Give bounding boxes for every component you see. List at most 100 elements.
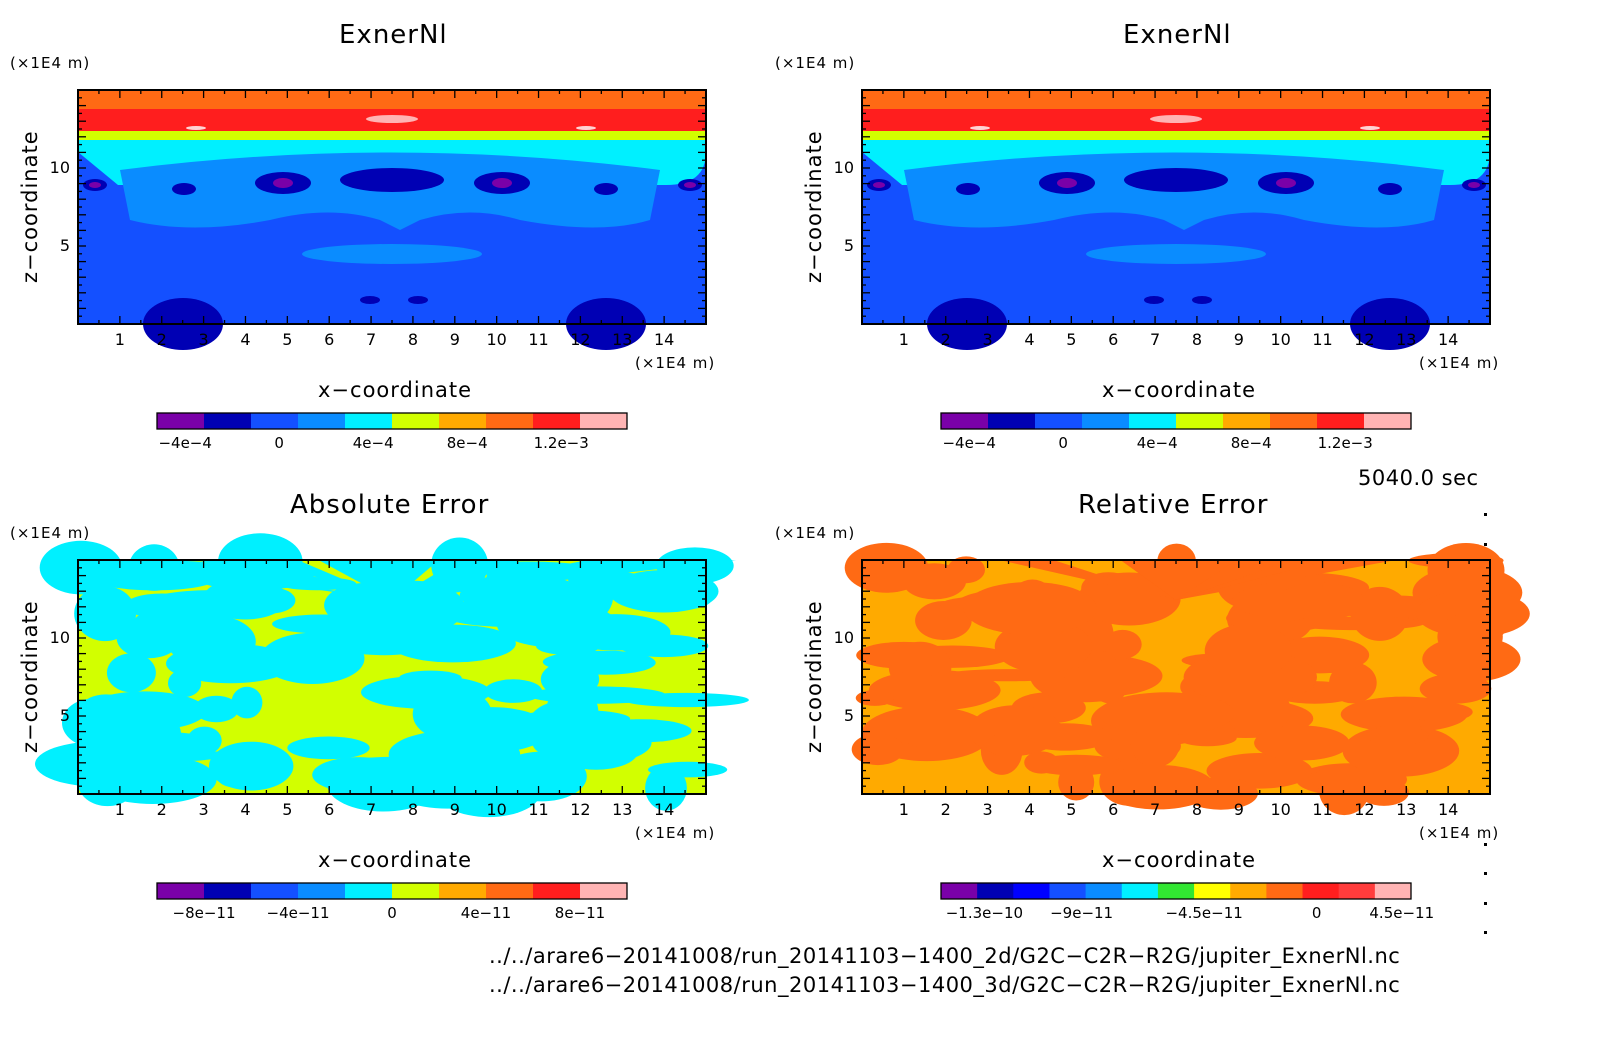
field-patch <box>1077 572 1181 626</box>
x-tick-label: 4 <box>240 330 251 349</box>
panel-relative-error: Relative Error (×1E4 m) z−coordinate (×1… <box>775 470 1564 940</box>
field-ray <box>259 560 392 600</box>
colorbar-swatch <box>439 883 487 899</box>
colorbar-label: 0 <box>387 904 397 922</box>
colorbar-swatch <box>1223 413 1271 429</box>
field-patch <box>1098 692 1235 735</box>
field-patch <box>203 577 288 620</box>
colorbar-swatch <box>157 413 205 429</box>
x-tick-label: 8 <box>407 800 419 819</box>
chart-title: Absolute Error <box>290 490 490 520</box>
x-unit-label: (×1E4 m) <box>1419 824 1500 842</box>
x-tick-label: 1 <box>898 330 909 349</box>
colorbar-swatch <box>941 883 978 899</box>
x-tick-label: 13 <box>1396 800 1417 819</box>
y-unit-label: (×1E4 m) <box>10 524 91 542</box>
colorbar-swatch <box>580 883 628 899</box>
x-tick-label: 9 <box>449 330 460 349</box>
colorbar-swatch <box>1013 883 1050 899</box>
x-tick-label: 1 <box>114 330 125 349</box>
colorbar-frame <box>156 882 628 900</box>
colorbar-label: 4.5e−11 <box>1369 904 1435 922</box>
x-tick-label: 4 <box>1024 330 1035 349</box>
colorbar-swatch <box>392 413 440 429</box>
field-ray <box>1176 560 1397 600</box>
x-axis-label: x−coordinate <box>318 848 473 872</box>
chart-title: ExnerNl <box>339 20 448 50</box>
x-tick-label: 10 <box>1270 330 1291 349</box>
colorbar-label: 4e−4 <box>352 434 394 452</box>
field-patch <box>35 741 167 787</box>
field-patch <box>1058 763 1095 801</box>
x-tick-label: 3 <box>982 800 993 819</box>
contour-fill <box>78 90 706 350</box>
x-tick-label: 14 <box>1437 800 1459 819</box>
file-path-3d: ../../arare6−20141008/run_20141103−1400_… <box>489 973 1401 997</box>
x-axis-label: x−coordinate <box>1102 848 1257 872</box>
x-tick-label: 2 <box>156 800 167 819</box>
colorbar-label: −4.5e−11 <box>1165 904 1243 922</box>
field-core <box>89 182 101 188</box>
y-tick-label: 10 <box>833 158 854 177</box>
field-patch <box>62 698 124 747</box>
field-core <box>956 183 980 195</box>
field-patch <box>986 732 1035 758</box>
x-tick-label: 14 <box>1437 330 1459 349</box>
colorbar-swatch <box>1176 413 1224 429</box>
contour-fill <box>862 90 1490 350</box>
field-patch <box>1204 623 1293 678</box>
field-patch <box>74 586 136 642</box>
field-patch <box>1407 702 1473 722</box>
field-patch <box>484 679 543 703</box>
x-tick-label: 11 <box>528 330 549 349</box>
x-tick-label: 13 <box>612 330 633 349</box>
colorbar-swatch <box>345 413 393 429</box>
colorbar-label: 4e−11 <box>460 904 512 922</box>
field-patch <box>963 582 1097 635</box>
field-patch <box>1366 726 1429 746</box>
colorbar-swatch <box>533 413 581 429</box>
field-patch <box>851 733 904 766</box>
colorbar-label: −9e−11 <box>1050 904 1114 922</box>
x-tick-label: 3 <box>198 800 209 819</box>
field-core <box>340 168 444 192</box>
field-patch <box>193 695 239 723</box>
x-tick-label: 5 <box>1066 330 1077 349</box>
field-blob <box>302 244 482 264</box>
field-ray <box>318 560 392 600</box>
chart-title: ExnerNl <box>1123 20 1232 50</box>
x-tick-label: 5 <box>282 800 293 819</box>
field-core <box>492 178 512 188</box>
field-patch <box>647 588 712 611</box>
x-tick-label: 12 <box>1354 800 1375 819</box>
marker-dot <box>1484 843 1487 846</box>
panel-exner-2d: ExnerNl (×1E4 m) z−coordinate (×1E4 m) x… <box>0 0 780 470</box>
field-patch <box>106 653 156 693</box>
colorbar-swatch <box>1082 413 1130 429</box>
colorbar-swatch <box>1266 883 1304 899</box>
field-patch <box>141 733 212 747</box>
field-patch <box>186 126 206 130</box>
colorbar-frame <box>940 412 1412 430</box>
contour-plot <box>844 542 1530 900</box>
colorbar-swatch <box>1194 883 1231 899</box>
colorbar-swatch <box>941 413 989 429</box>
field-patch <box>1089 658 1130 704</box>
field-patch <box>216 765 256 788</box>
colorbar-frame <box>156 412 628 430</box>
field-core <box>1124 168 1228 192</box>
x-tick-label: 4 <box>1024 800 1035 819</box>
colorbar-swatch <box>298 413 346 429</box>
panel-exner-3d: ExnerNl (×1E4 m) z−coordinate (×1E4 m) x… <box>775 0 1564 470</box>
x-tick-label: 9 <box>1233 800 1244 819</box>
field-core <box>1192 296 1212 304</box>
field-core <box>360 296 380 304</box>
colorbar-swatch <box>533 883 581 899</box>
colorbar-swatch <box>1157 883 1195 899</box>
x-tick-label: 4 <box>240 800 251 819</box>
colorbar-label: 1.2e−3 <box>533 434 589 452</box>
field-patch <box>1318 764 1370 816</box>
x-tick-label: 1 <box>898 800 909 819</box>
field-patch <box>168 669 202 698</box>
x-tick-label: 11 <box>528 800 549 819</box>
